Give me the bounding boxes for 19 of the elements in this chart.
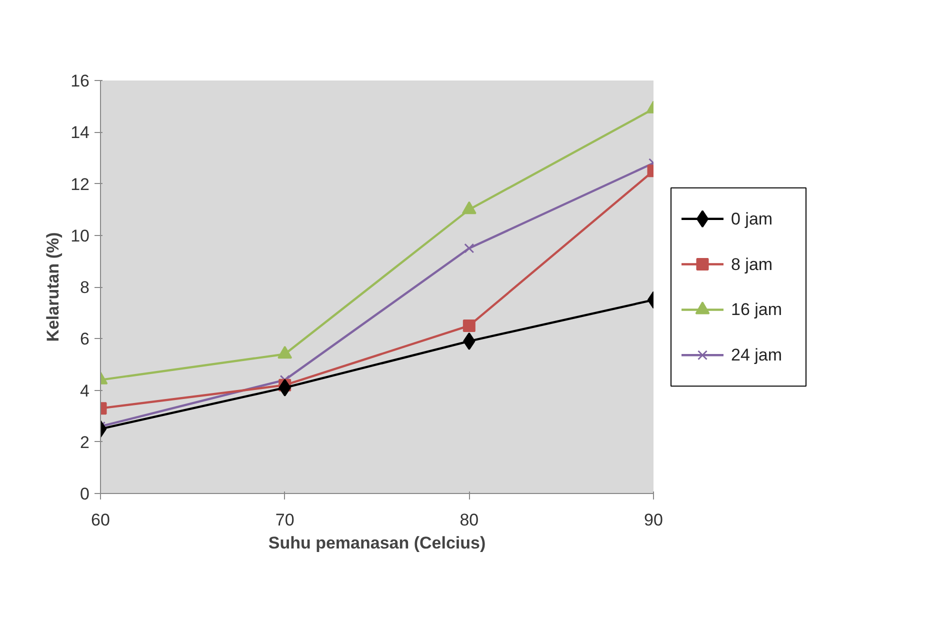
y-axis-title: Kelarutan (%)	[44, 232, 63, 342]
legend-label: 8 jam	[731, 254, 773, 274]
y-tick-label: 8	[80, 278, 90, 297]
x-tick-label: 90	[644, 510, 663, 530]
y-tick-label: 16	[70, 72, 90, 90]
y-tick-label: 14	[70, 123, 90, 142]
legend-label: 24 jam	[731, 346, 782, 365]
y-tick-label: 2	[80, 432, 90, 452]
y-tick-label: 12	[70, 174, 90, 194]
y-tick-label: 0	[80, 484, 90, 504]
x-tick-label: 60	[91, 510, 110, 530]
x-axis-title: Suhu pemanasan (Celcius)	[268, 534, 486, 552]
y-tick-label: 10	[70, 226, 90, 246]
y-tick-label: 4	[80, 381, 90, 400]
x-tick-label: 70	[275, 510, 294, 530]
x-tick-label: 80	[460, 510, 479, 530]
y-tick-label: 6	[80, 330, 90, 349]
legend-label: 0 jam	[731, 209, 773, 228]
legend-label: 16 jam	[731, 300, 782, 320]
